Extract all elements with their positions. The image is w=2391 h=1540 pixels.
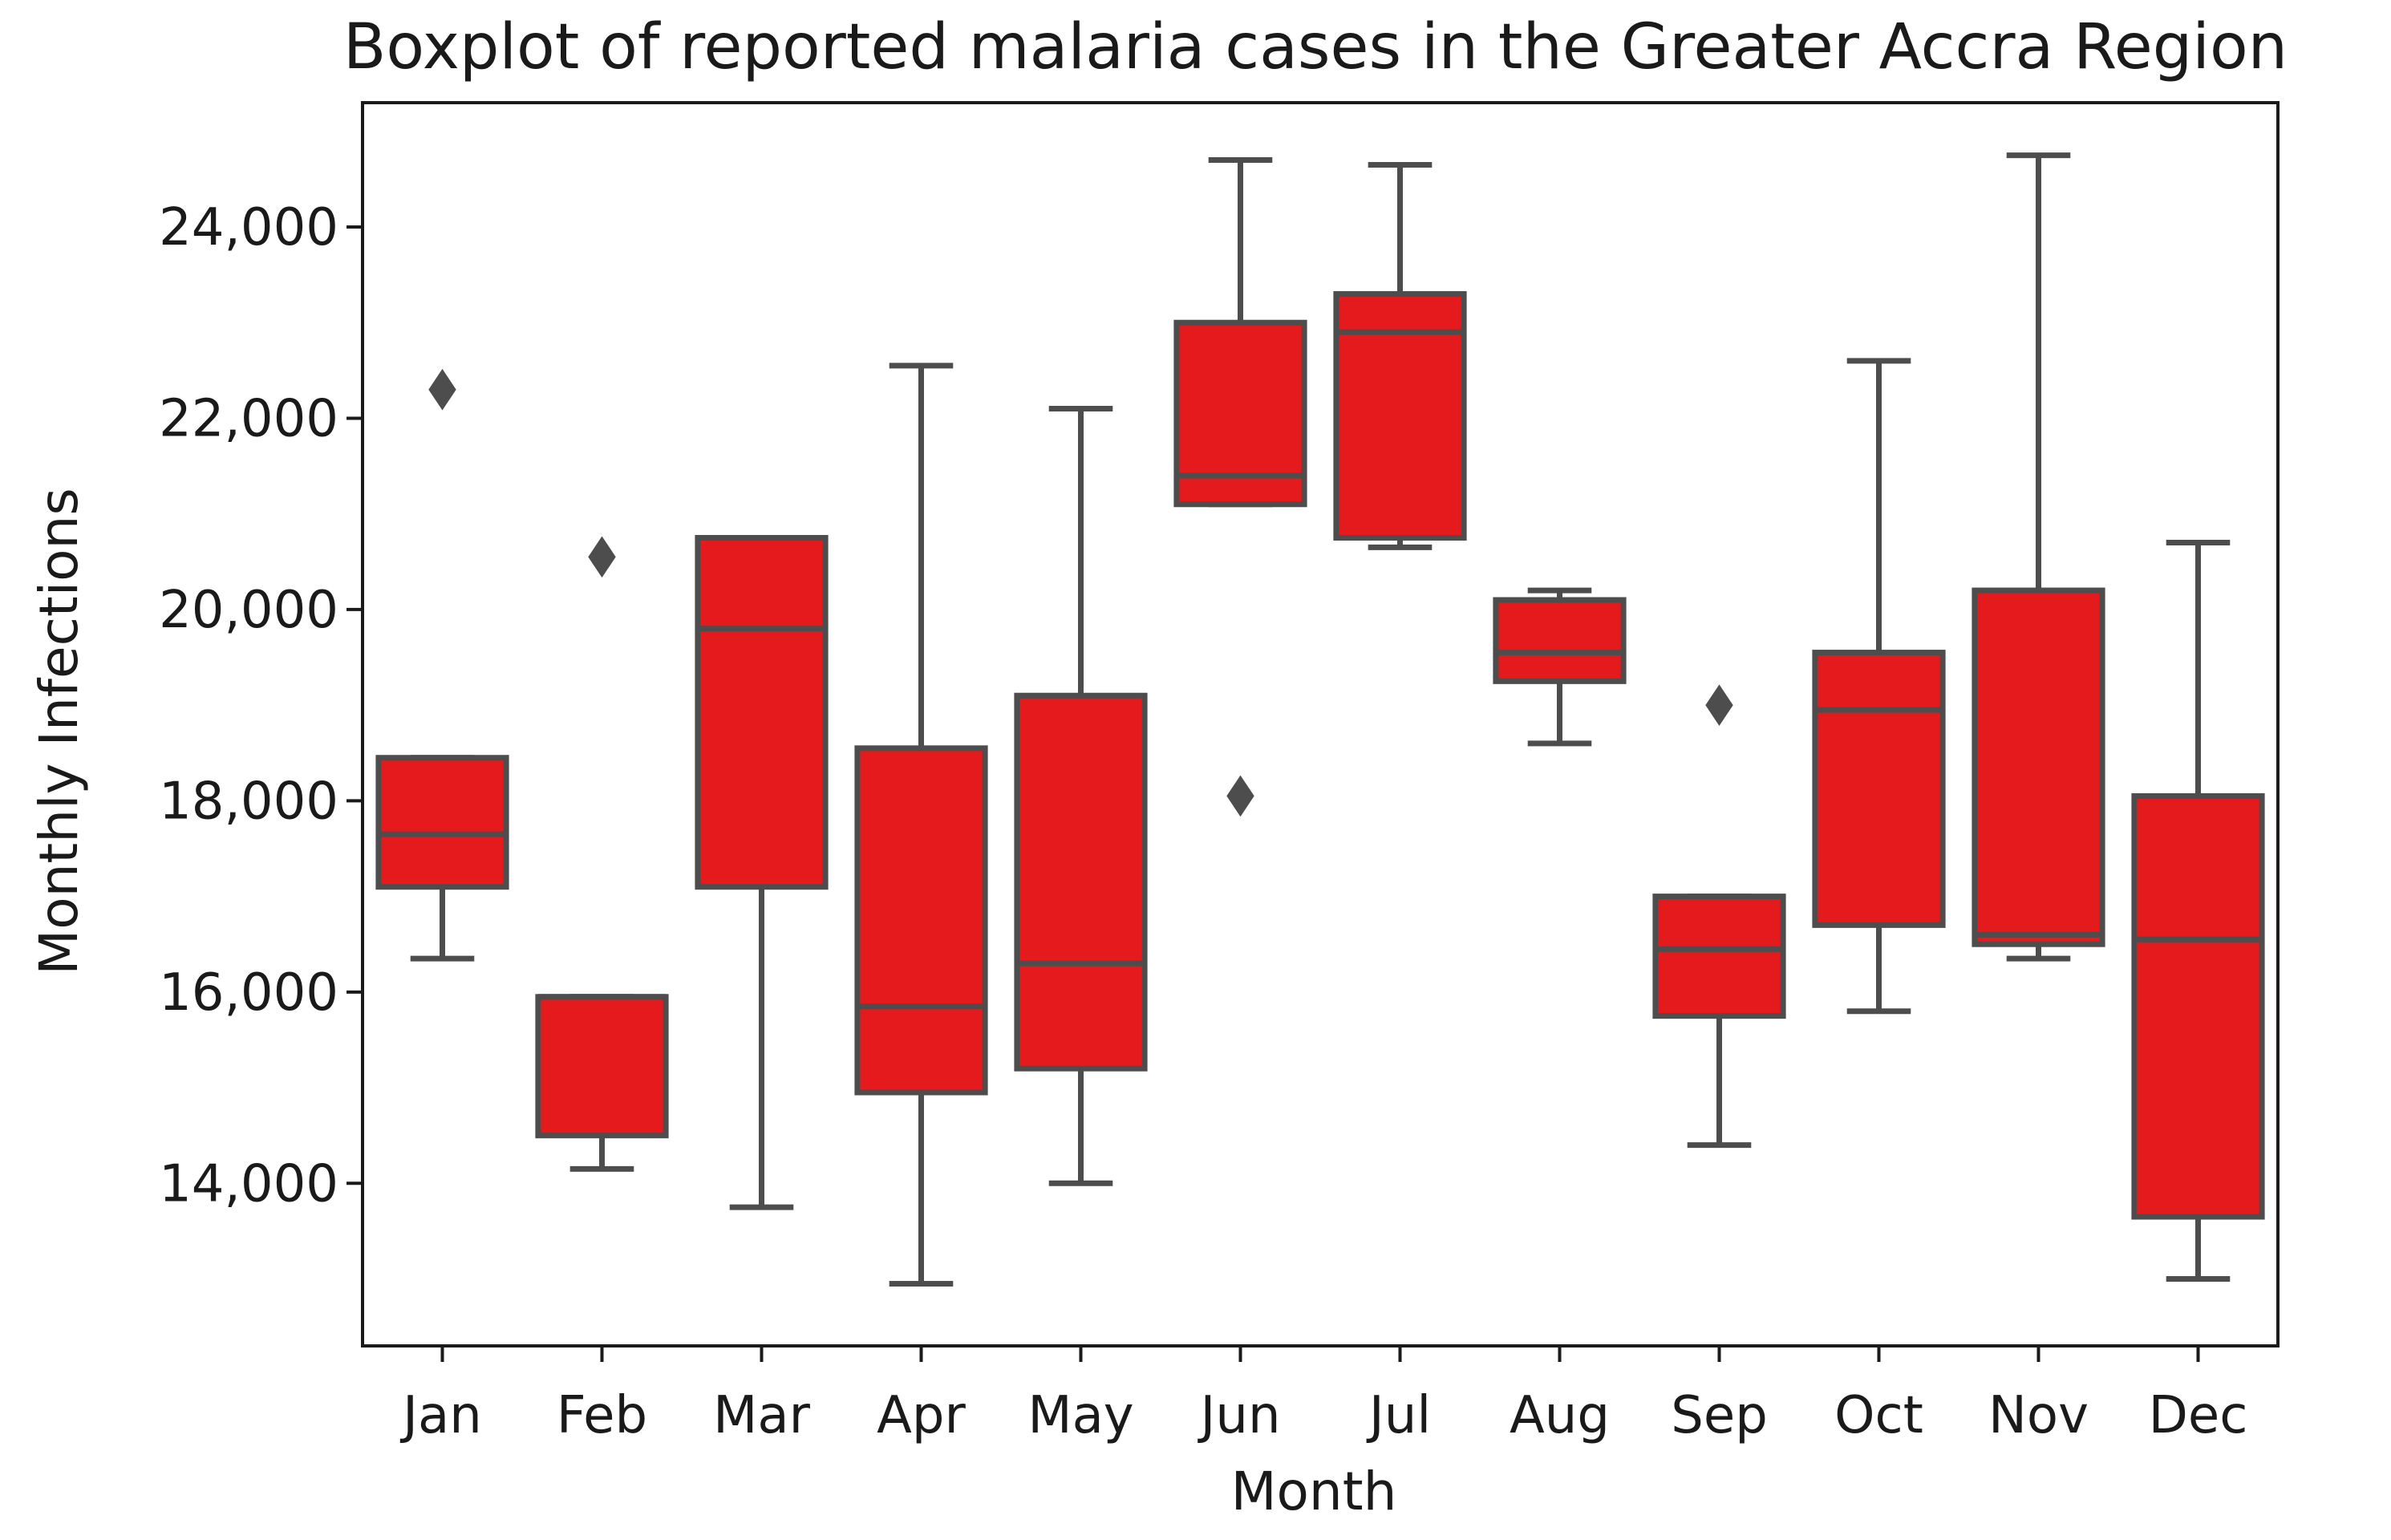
y-axis: 14,000 16,000 18,000 20,000 22,000 24,000 <box>159 198 363 1214</box>
x-tick-label: Feb <box>557 1386 647 1445</box>
box-oct <box>1812 650 1946 928</box>
box-group-jul <box>1333 162 1467 550</box>
box-group-may <box>1014 406 1148 1186</box>
y-tick-label: 20,000 <box>159 581 338 640</box>
y-tick-label: 16,000 <box>159 963 338 1023</box>
box-group-dec <box>2131 539 2265 1283</box>
box-group-jun <box>1173 157 1307 817</box>
x-tick-label: Nov <box>1988 1386 2089 1445</box>
x-axis-label: Month <box>1231 1461 1397 1522</box>
outlier-point <box>588 536 616 578</box>
x-tick-label: Jul <box>1366 1386 1431 1445</box>
box-group-mar <box>695 535 829 1210</box>
box-jan <box>375 755 509 890</box>
box-group-aug <box>1493 587 1627 747</box>
x-tick-label: Mar <box>713 1386 810 1445</box>
box-group-sep <box>1652 684 1786 1149</box>
y-tick-label: 18,000 <box>159 772 338 831</box>
box-group-nov <box>1972 152 2105 962</box>
box-group-jan <box>375 368 509 962</box>
x-tick-label: Apr <box>877 1386 966 1445</box>
box-nov <box>1972 587 2105 947</box>
box-apr <box>854 745 988 1096</box>
y-tick-label: 22,000 <box>159 389 338 448</box>
box-group-feb <box>535 536 669 1172</box>
x-tick-label: Jun <box>1198 1386 1281 1445</box>
x-tick-label: Jan <box>399 1386 482 1445</box>
box-may <box>1014 692 1148 1072</box>
y-axis-label: Monthly Infections <box>28 488 90 975</box>
chart-title: Boxplot of reported malaria cases in the… <box>343 11 2288 83</box>
outlier-point <box>1705 684 1733 726</box>
x-tick-label: Sep <box>1671 1386 1768 1445</box>
x-tick-label: Dec <box>2149 1386 2248 1445</box>
x-tick-label: Oct <box>1834 1386 1923 1445</box>
plot-area: 14,000 16,000 18,000 20,000 22,000 24,000 Jan F… <box>159 101 2280 1445</box>
y-tick-label: 14,000 <box>159 1154 338 1214</box>
axes-frame <box>361 101 2280 1348</box>
box-group-apr <box>854 363 988 1287</box>
x-axis: Jan Feb Mar Apr May Jun Jul Aug Sep Oct Nov Dec <box>399 1346 2247 1445</box>
box-group-oct <box>1812 358 1946 1015</box>
box-feb <box>535 994 669 1139</box>
x-tick-label: Aug <box>1510 1386 1610 1445</box>
box-aug <box>1493 597 1627 684</box>
outlier-point <box>1226 775 1254 817</box>
y-tick-label: 24,000 <box>159 198 338 257</box>
box-sep <box>1652 894 1786 1019</box>
box-mar <box>695 535 829 890</box>
box-dec <box>2131 792 2265 1220</box>
x-tick-label: May <box>1027 1386 1133 1445</box>
outlier-point <box>428 368 456 411</box>
